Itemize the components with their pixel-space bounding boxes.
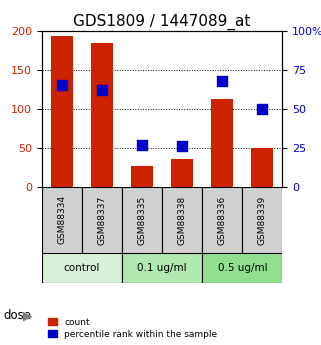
Text: GSM88338: GSM88338: [178, 195, 187, 245]
Bar: [51, 37, 73, 187]
Bar: [131, 166, 153, 187]
FancyBboxPatch shape: [82, 187, 122, 253]
Point: [59, 83, 64, 88]
Bar: [171, 159, 193, 187]
Text: 0.1 ug/ml: 0.1 ug/ml: [137, 263, 187, 273]
Text: ▶: ▶: [23, 309, 33, 322]
Bar: [251, 148, 273, 187]
FancyBboxPatch shape: [242, 187, 282, 253]
FancyBboxPatch shape: [42, 187, 82, 253]
Text: GSM88336: GSM88336: [218, 195, 227, 245]
Point: [220, 78, 225, 83]
FancyBboxPatch shape: [122, 253, 202, 283]
Text: dose: dose: [3, 309, 31, 322]
Point: [100, 87, 105, 93]
Bar: [211, 99, 233, 187]
Text: GSM88334: GSM88334: [57, 195, 66, 245]
FancyBboxPatch shape: [162, 187, 202, 253]
Text: GSM88339: GSM88339: [258, 195, 267, 245]
Point: [180, 144, 185, 149]
Text: control: control: [64, 263, 100, 273]
FancyBboxPatch shape: [202, 187, 242, 253]
Text: GSM88335: GSM88335: [137, 195, 147, 245]
Text: GSM88337: GSM88337: [97, 195, 107, 245]
Legend: count, percentile rank within the sample: count, percentile rank within the sample: [46, 316, 219, 341]
Title: GDS1809 / 1447089_at: GDS1809 / 1447089_at: [74, 13, 251, 30]
FancyBboxPatch shape: [202, 253, 282, 283]
FancyBboxPatch shape: [42, 253, 122, 283]
Point: [140, 142, 145, 147]
FancyBboxPatch shape: [122, 187, 162, 253]
Text: 0.5 ug/ml: 0.5 ug/ml: [218, 263, 267, 273]
Point: [260, 106, 265, 111]
Bar: [91, 43, 113, 187]
